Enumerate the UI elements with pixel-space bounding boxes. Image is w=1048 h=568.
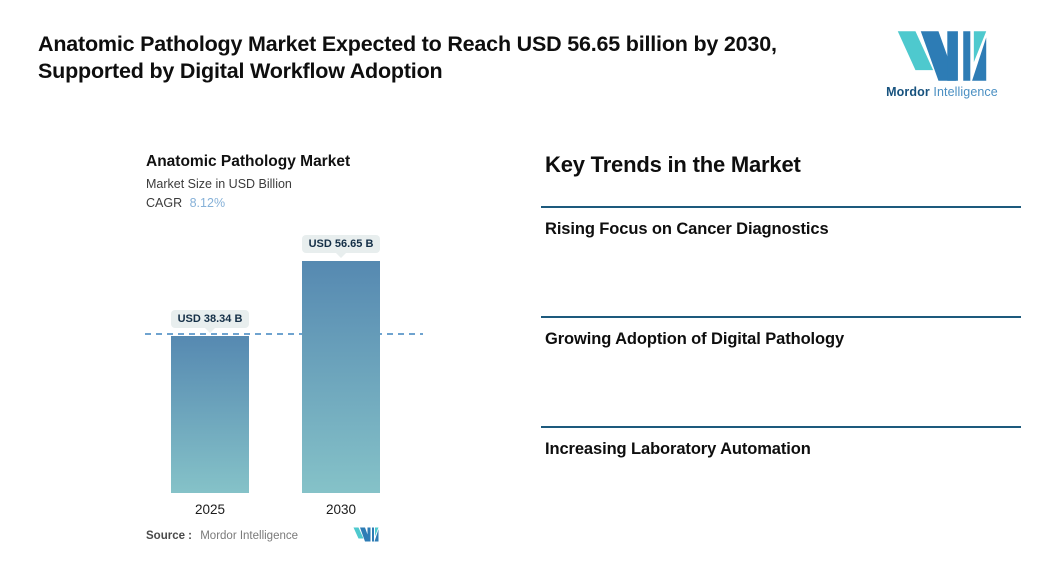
brand-name-bold: Mordor xyxy=(886,85,930,99)
brand-wordmark: Mordor Intelligence xyxy=(884,85,1000,99)
cagr-value: 8.12% xyxy=(189,196,226,210)
source-logo-icon xyxy=(353,527,379,542)
mordor-intelligence-logo-icon xyxy=(897,31,987,81)
cagr-label: CAGR xyxy=(146,196,183,210)
bar-group-2025: USD 38.34 B 2025 xyxy=(171,310,249,517)
trend-label: Increasing Laboratory Automation xyxy=(545,440,811,458)
trend-item: Increasing Laboratory Automation xyxy=(541,426,1021,459)
chart-cagr: CAGR 8.12% xyxy=(146,196,225,210)
source-value: Mordor Intelligence xyxy=(200,530,299,542)
trend-label: Growing Adoption of Digital Pathology xyxy=(545,330,845,348)
value-badge-2025: USD 38.34 B xyxy=(171,310,249,328)
page-title: Anatomic Pathology Market Expected to Re… xyxy=(38,32,777,84)
trend-item: Rising Focus on Cancer Diagnostics xyxy=(541,206,1021,316)
chart-subtitle: Market Size in USD Billion xyxy=(146,177,292,191)
brand-name-light: Intelligence xyxy=(933,85,998,99)
trend-item: Growing Adoption of Digital Pathology xyxy=(541,316,1021,426)
trends-heading: Key Trends in the Market xyxy=(545,152,801,177)
brand-logo: Mordor Intelligence xyxy=(884,30,1000,99)
trend-label: Rising Focus on Cancer Diagnostics xyxy=(545,220,829,238)
chart-title: Anatomic Pathology Market xyxy=(146,153,351,170)
source-attribution: Source : Mordor Intelligence xyxy=(146,530,298,542)
source-label: Source : xyxy=(146,530,193,542)
trends-list: Rising Focus on Cancer Diagnostics Growi… xyxy=(541,206,1021,459)
reference-dashed-line xyxy=(145,333,423,335)
value-badge-2030: USD 56.65 B xyxy=(302,235,380,253)
axis-label-2030: 2030 xyxy=(325,502,357,517)
bar-group-2030: USD 56.65 B 2030 xyxy=(302,235,380,517)
bar-2025 xyxy=(171,336,249,493)
bar-2030 xyxy=(302,261,380,493)
bar-chart-plot-area: USD 38.34 B 2025 USD 56.65 B 2030 xyxy=(145,210,423,517)
axis-label-2025: 2025 xyxy=(194,502,226,517)
